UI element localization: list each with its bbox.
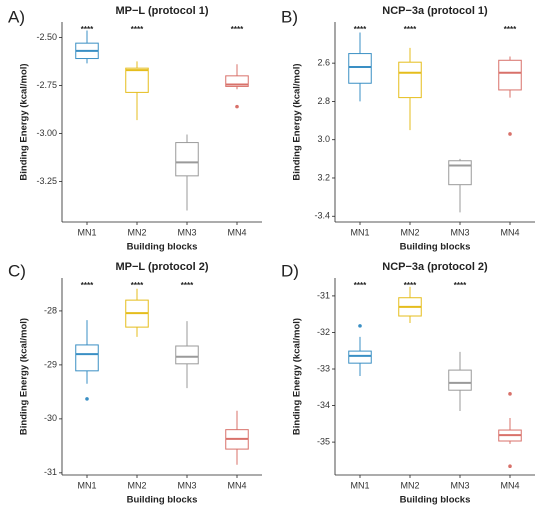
- box: [125, 67, 149, 93]
- x-tick-label: MN4: [500, 480, 519, 490]
- x-tick-label: MN1: [77, 227, 96, 237]
- outlier: [508, 132, 512, 136]
- box: [498, 59, 522, 91]
- x-tick-label: MN4: [500, 227, 519, 237]
- y-axis-label: Binding Energy (kcal/mol): [292, 318, 303, 435]
- x-axis-label: Building blocks: [400, 242, 471, 253]
- y-tick-label: -2.75: [36, 80, 57, 90]
- y-tick-label: -3.4: [314, 211, 330, 221]
- panel-label: A): [8, 7, 25, 26]
- y-tick-label: -31: [44, 467, 57, 477]
- outlier: [85, 397, 89, 401]
- significance: ****: [354, 281, 367, 290]
- y-tick-label: -3.25: [36, 176, 57, 186]
- y-tick-label: -28: [44, 305, 57, 315]
- y-axis-label: Binding Energy (kcal/mol): [292, 63, 303, 180]
- y-tick-label: -30: [44, 413, 57, 423]
- chart-title: NCP−3a (protocol 2): [382, 261, 488, 273]
- x-axis-label: Building blocks: [400, 495, 471, 506]
- chart-title: MP−L (protocol 1): [116, 5, 209, 17]
- panel-label: B): [281, 7, 298, 26]
- outlier: [508, 464, 512, 469]
- x-tick-label: MN3: [450, 227, 469, 237]
- significance: ****: [81, 281, 94, 290]
- x-tick-label: MN3: [177, 227, 196, 237]
- box: [448, 369, 472, 391]
- significance: ****: [231, 25, 244, 34]
- significance: ****: [504, 25, 517, 34]
- x-tick-label: MN3: [177, 480, 196, 490]
- x-axis-label: Building blocks: [127, 242, 198, 253]
- chart-title: NCP−3a (protocol 1): [382, 5, 488, 17]
- x-tick-label: MN2: [127, 480, 146, 490]
- y-tick-label: 3.2: [317, 172, 330, 182]
- significance: ****: [81, 25, 94, 34]
- panel-label: D): [281, 261, 299, 280]
- outlier: [508, 392, 512, 396]
- box: [175, 142, 199, 177]
- y-axis-label: Binding Energy (kcal/mol): [19, 63, 30, 180]
- outlier: [358, 324, 362, 328]
- box: [75, 344, 99, 372]
- significance: ****: [181, 281, 194, 290]
- box: [448, 160, 472, 186]
- chart-title: MP−L (protocol 2): [116, 261, 209, 273]
- x-tick-label: MN4: [227, 480, 246, 490]
- significance: ****: [454, 281, 467, 290]
- y-tick-label: -34: [317, 400, 330, 410]
- significance: ****: [404, 25, 417, 34]
- x-tick-label: MN3: [450, 480, 469, 490]
- y-tick-label: -32: [317, 327, 330, 337]
- box: [348, 53, 372, 84]
- x-axis-label: Building blocks: [127, 495, 198, 506]
- x-tick-label: MN4: [227, 227, 246, 237]
- x-tick-label: MN2: [400, 480, 419, 490]
- panel-label: C): [8, 261, 26, 280]
- box: [225, 75, 249, 87]
- y-tick-label: 2.8: [317, 96, 330, 106]
- y-axis-label: Binding Energy (kcal/mol): [19, 318, 30, 435]
- box: [348, 350, 372, 364]
- significance: ****: [131, 281, 144, 290]
- y-tick-label: -33: [317, 363, 330, 373]
- y-tick-label: -29: [44, 359, 57, 369]
- y-tick-label: -2.50: [36, 32, 57, 42]
- significance: ****: [404, 281, 417, 290]
- significance: ****: [131, 25, 144, 34]
- x-tick-label: MN2: [400, 227, 419, 237]
- y-tick-label: -31: [317, 290, 330, 300]
- box: [398, 61, 422, 99]
- x-tick-label: MN1: [350, 227, 369, 237]
- y-tick-label: -3.00: [36, 128, 57, 138]
- x-tick-label: MN1: [350, 480, 369, 490]
- y-tick-label: 2.6: [317, 58, 330, 68]
- significance: ****: [354, 25, 367, 34]
- outlier: [235, 104, 239, 109]
- x-tick-label: MN1: [77, 480, 96, 490]
- y-tick-label: 3.0: [317, 134, 330, 144]
- x-tick-label: MN2: [127, 227, 146, 237]
- box: [175, 345, 199, 365]
- y-tick-label: -35: [317, 436, 330, 446]
